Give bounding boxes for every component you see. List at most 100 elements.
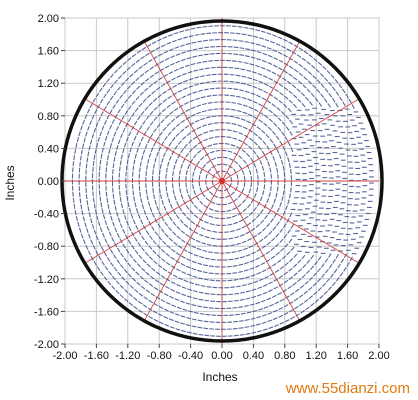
field-dash [243,175,246,181]
field-dash [119,284,125,290]
field-dash [159,188,161,194]
field-dash [151,41,157,45]
field-dash [189,210,194,215]
field-dash [258,103,263,107]
field-dash [241,96,247,100]
field-dash [149,133,154,138]
field-dash [310,265,315,270]
field-dash [288,73,293,77]
field-dash [256,293,262,297]
field-dash [211,157,217,161]
field-dash [117,108,121,114]
field-dash [179,169,182,175]
field-dash [86,108,91,114]
field-dash [335,91,340,96]
field-dash [181,293,187,297]
field-dash [168,155,172,161]
field-dash [116,86,121,91]
field-dash [265,134,270,139]
field-dash [256,50,262,54]
field-dash [128,207,132,213]
field-dash [169,111,174,115]
field-dash [135,95,140,101]
field-dash [243,142,248,146]
field-dash [186,258,192,262]
field-dash [150,49,156,53]
field-dash [232,307,238,309]
field-dash [116,233,120,238]
field-dash [188,85,194,88]
radial-line [143,180,223,323]
field-dash [188,227,194,232]
field-dash [132,165,135,171]
field-dash [192,184,195,190]
field-dash [158,305,164,310]
y-axis-label: Inches [3,165,17,200]
field-dash [222,156,228,159]
field-dash [162,240,167,245]
field-dash [170,256,175,261]
field-dash [235,32,241,35]
field-dash [179,66,185,70]
field-dash [134,153,137,159]
field-dash [281,196,284,202]
field-dash [231,60,237,62]
field-dash [316,79,321,84]
field-dash [226,171,231,177]
field-dash [271,130,276,136]
field-dash [306,61,311,65]
field-dash [317,61,323,66]
x-tick-label: -1.20 [115,350,140,362]
field-dash [303,50,309,55]
field-dash [186,56,192,60]
field-dash [266,241,271,246]
field-dash [207,101,213,104]
field-dash [213,195,219,198]
field-dash [247,238,252,242]
field-dash [314,97,319,102]
field-dash [126,66,131,71]
field-dash [82,119,86,125]
field-dash [190,220,196,225]
field-dash [106,100,111,106]
field-dash [257,87,263,91]
field-dash [260,30,266,33]
watermark: www.55dianzi.com [285,380,410,397]
field-dash [198,47,204,50]
field-dash [206,160,211,164]
field-dash [124,214,127,220]
field-dash [239,298,245,301]
field-dash [236,109,242,113]
field-dash [167,198,171,204]
field-dash [186,316,192,320]
field-dash [95,235,99,241]
field-dash [283,62,289,66]
field-dash [249,303,255,306]
field-dash [194,119,200,123]
field-dash [268,326,274,330]
field-dash [277,51,283,55]
field-dash [90,239,94,245]
field-dash [197,149,202,154]
field-dash [169,203,173,209]
field-dash [93,261,98,266]
field-dash [184,125,190,129]
field-dash [128,105,132,110]
field-dash [296,88,301,93]
field-dash [230,230,235,233]
field-dash [293,60,299,64]
field-dash [154,71,160,75]
field-dash [300,92,306,97]
field-dash [244,55,250,58]
field-dash [114,205,117,211]
field-dash [256,315,262,319]
field-dash [115,99,120,104]
field-dash [248,188,252,194]
y-tick-label: -0.80 [34,241,59,253]
field-dash [261,129,266,134]
field-dash [351,104,355,109]
field-dash [177,140,182,145]
field-dash [173,68,179,72]
field-dash [196,160,200,166]
field-dash [133,69,139,74]
